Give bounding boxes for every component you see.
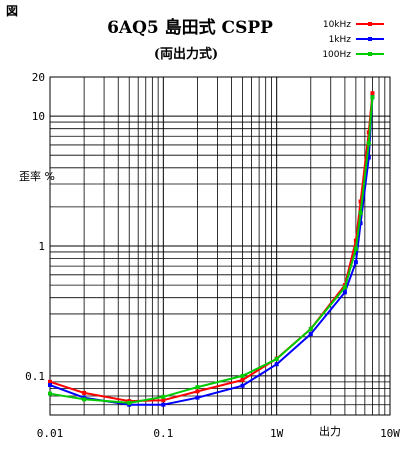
chart-title: 6AQ5 島田式 CSPP xyxy=(107,17,273,38)
data-point-10khz xyxy=(353,238,358,243)
data-point-1khz xyxy=(366,155,371,160)
data-point-100hz xyxy=(358,210,363,215)
x-tick-label: 10W xyxy=(380,427,400,440)
y-tick-label: 1 xyxy=(38,240,45,253)
data-point-1khz xyxy=(342,290,347,295)
y-axis-label: 歪率 % xyxy=(19,169,55,183)
x-tick-label: 0.01 xyxy=(37,427,64,440)
data-point-1khz xyxy=(358,221,363,226)
data-point-1khz xyxy=(274,362,279,367)
legend-label: 100Hz xyxy=(322,50,351,60)
legend-marker xyxy=(368,37,372,41)
axis-labels: 出力 歪率 % xyxy=(19,169,341,438)
data-point-1khz xyxy=(240,383,245,388)
data-point-1khz xyxy=(353,260,358,265)
data-point-100hz xyxy=(342,285,347,290)
data-point-1khz xyxy=(48,383,52,388)
x-tick-label: 1W xyxy=(270,427,284,440)
figure-corner-label: 図 xyxy=(6,4,18,18)
x-axis-label: 出力 xyxy=(319,424,341,438)
legend: 10kHz 1kHz 100Hz xyxy=(322,20,384,60)
data-point-10khz xyxy=(240,377,245,382)
y-tick-label: 0.1 xyxy=(25,370,45,383)
plot-frame xyxy=(49,76,391,416)
data-point-100hz xyxy=(161,394,166,399)
legend-marker xyxy=(368,22,372,26)
tick-labels: 0.01 0.1 1W 10W 20 10 1 0.1 xyxy=(25,71,400,440)
data-point-100hz xyxy=(353,246,358,251)
data-point-100hz xyxy=(274,356,279,361)
data-point-1khz xyxy=(161,402,166,407)
data-series xyxy=(48,91,375,407)
data-point-100hz xyxy=(195,385,200,390)
data-point-1khz xyxy=(195,395,200,400)
legend-marker xyxy=(368,52,372,56)
data-point-100hz xyxy=(82,397,87,402)
data-point-100hz xyxy=(370,95,375,100)
data-point-10khz xyxy=(161,398,166,403)
chart-subtitle: (両出力式) xyxy=(154,46,218,62)
data-point-100hz xyxy=(308,326,313,331)
y-tick-label: 20 xyxy=(32,71,45,84)
data-point-1khz xyxy=(308,332,313,337)
data-point-100hz xyxy=(366,141,371,146)
grid-lines xyxy=(49,76,390,416)
data-point-10khz xyxy=(358,199,363,204)
data-point-10khz xyxy=(48,379,52,384)
legend-label: 10kHz xyxy=(323,20,351,30)
data-point-100hz xyxy=(48,391,52,396)
data-point-10khz xyxy=(195,389,200,394)
legend-label: 1kHz xyxy=(329,35,352,45)
data-point-100hz xyxy=(240,373,245,378)
y-tick-label: 10 xyxy=(32,110,45,123)
data-point-10khz xyxy=(82,390,87,395)
x-tick-label: 0.1 xyxy=(153,427,173,440)
data-point-10khz xyxy=(370,91,375,96)
data-point-100hz xyxy=(127,400,132,405)
